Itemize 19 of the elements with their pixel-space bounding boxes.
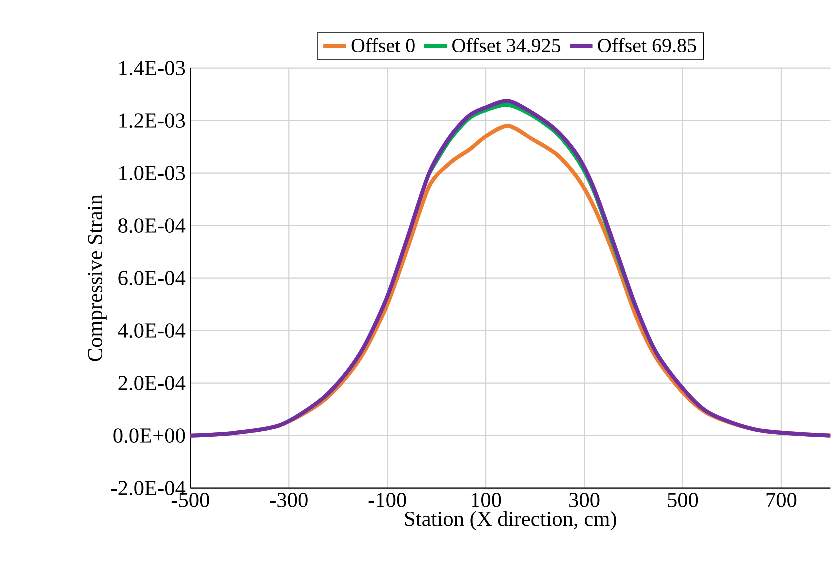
x-tick-label: -100 [368, 493, 406, 508]
x-tick-label: -300 [270, 493, 308, 508]
x-tick-label: 700 [766, 493, 797, 508]
y-tick-label: 0.0E+00 [114, 428, 186, 444]
y-axis-title: Compressive Strain [88, 194, 107, 362]
y-tick-label: 1.4E-03 [120, 61, 186, 76]
y-tick-label: 6.0E-04 [118, 271, 186, 286]
legend-label: Offset 0 [352, 38, 415, 53]
legend-label: Offset 34.925 [452, 38, 561, 53]
x-tick-label: 300 [570, 493, 600, 508]
y-tick-label: 2.0E-04 [118, 376, 186, 391]
x-tick-label: 100 [472, 493, 502, 508]
x-tick-label: 500 [668, 493, 698, 508]
x-axis-title: Station (X direction, cm) [405, 511, 616, 531]
legend-label: Offset 69.85 [598, 38, 696, 53]
y-tick-label: 8.0E-04 [118, 218, 186, 234]
y-tick-label: 4.0E-04 [118, 324, 186, 338]
y-tick-label: 1.2E-03 [120, 114, 186, 128]
y-tick-label: 1.0E-03 [120, 166, 186, 181]
